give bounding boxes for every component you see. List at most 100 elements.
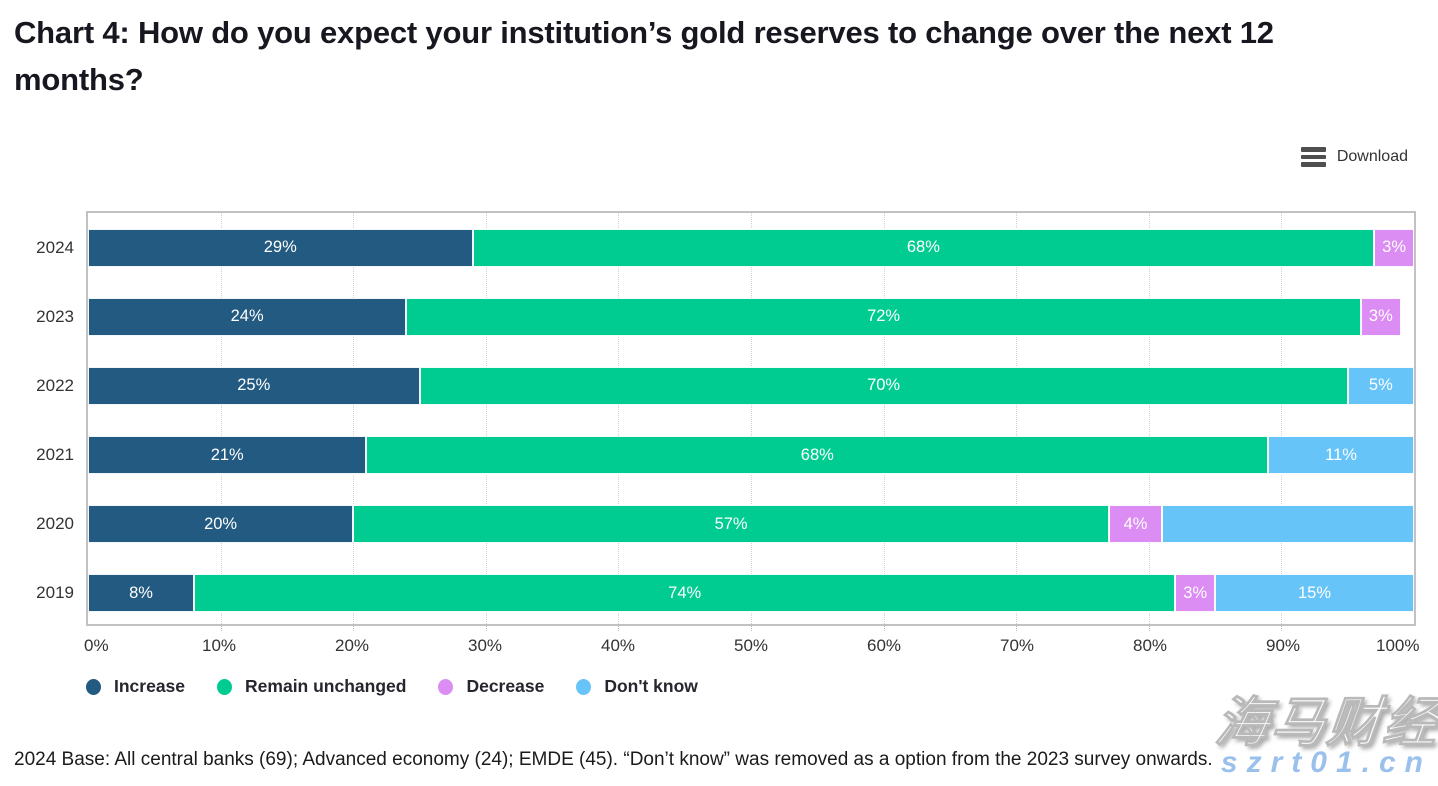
y-axis-label: 2024 [36,237,74,257]
x-axis-label: 70% [999,636,1035,655]
bar-segment-value: 11% [1325,445,1357,464]
y-axis-label: 2020 [36,514,74,534]
bar-segment-decrease[interactable]: 3% [1175,574,1216,613]
bar-segment-decrease[interactable]: 3% [1374,228,1414,267]
y-axis-label: 2022 [36,375,74,395]
axis-tick [618,624,620,631]
bar-segment-don-t-know[interactable]: 11% [1268,436,1414,475]
gridline [1148,213,1150,624]
chart-row-2023: 2023 24% 72% 3% [36,282,1414,351]
legend-item-don-t-know[interactable]: Don't know [576,676,698,697]
bar-segment-value: 5% [1368,376,1393,395]
chart-row-2020: 2020 20% 57% 4% [36,490,1414,559]
legend-marker-icon [576,678,592,695]
chart-row-2019: 2019 8% 74% 3% 15% [36,559,1414,628]
bar-segment-decrease[interactable]: 4% [1109,505,1163,544]
chart-row-2022: 2022 25% 70% 5% [36,351,1414,420]
legend-label: Increase [114,676,186,696]
bar-segment-value: 74% [668,583,702,602]
x-axis: 0% 10% 20% 30% 40% 50% 60% 70% 80% 90% 100% [84,630,1420,664]
y-axis-label: 2019 [36,583,74,603]
bar-segment-value: 24% [230,307,264,326]
stacked-bar: 20% 57% 4% [88,505,1414,544]
x-axis-label: 50% [733,636,769,655]
hamburger-menu-icon [1300,147,1326,167]
y-axis-label: 2023 [36,306,74,326]
bar-segment-remain-unchanged[interactable]: 74% [194,574,1176,613]
gridline [1016,213,1018,624]
bar-segment-remain-unchanged[interactable]: 72% [406,297,1361,336]
x-axis-label: 80% [1132,636,1168,655]
bar-segment-value: 72% [867,307,901,326]
bar-segment-remain-unchanged[interactable]: 68% [472,228,1375,267]
bar-segment-remain-unchanged[interactable]: 68% [366,436,1269,475]
legend-item-decrease[interactable]: Decrease [438,676,544,697]
legend-marker-icon [86,678,101,695]
x-axis-label: 60% [866,636,902,655]
chart-row-2024: 2024 29% 68% 3% [36,213,1414,282]
x-axis-label: 10% [201,636,237,655]
axis-tick [751,624,752,631]
bar-segment-decrease[interactable]: 3% [1360,297,1401,336]
bar-segment-increase[interactable]: 25% [88,366,420,405]
axis-tick [353,624,355,631]
stacked-bar: 8% 74% 3% 15% [88,574,1414,613]
bar-segment-remain-unchanged[interactable]: 70% [419,366,1348,405]
bar-segment-increase[interactable]: 21% [88,436,367,475]
bar-segment-value: 3% [1382,238,1407,257]
bar-segment-value: 70% [867,376,901,395]
legend-label: Decrease [466,676,545,696]
bar-segment-value: 21% [210,445,244,464]
bar-segment-value: 68% [800,445,834,464]
bar-segment-value: 20% [204,514,238,533]
bar-segment-don-t-know[interactable]: 15% [1215,574,1414,613]
legend-label: Don't know [604,676,698,696]
bar-segment-value: 25% [237,376,271,395]
chart-toolbar: Download [0,143,1438,171]
download-button[interactable]: Download [1300,147,1408,167]
x-axis-label: 40% [600,636,636,655]
bar-segment-value: 29% [263,238,297,257]
x-axis-label: 20% [334,636,370,655]
x-axis-label: 100% [1375,636,1420,655]
y-axis-label: 2021 [36,445,74,465]
axis-tick [220,624,222,631]
bar-segment-value: 3% [1183,583,1208,602]
gridline [883,213,885,624]
gridline [353,213,355,624]
x-axis-label: 30% [467,636,503,655]
chart-legend: Increase Remain unchanged Decrease Don't kn… [86,676,1438,697]
page-title: Chart 4: How do you expect your institut… [14,15,1274,97]
gridline [618,213,620,624]
axis-tick [1148,624,1150,631]
x-axis-label: 0% [84,636,109,655]
legend-item-increase[interactable]: Increase [86,676,185,697]
plot-area: 2024 29% 68% 3% 2023 24% 72% 3% 2022 25% 70% 5% 2021… [36,211,1416,631]
bar-segment-increase[interactable]: 24% [88,297,407,336]
bar-segment-increase[interactable]: 29% [88,228,473,267]
legend-item-remain-unchanged[interactable]: Remain unchanged [217,676,406,697]
bar-segment-increase[interactable]: 20% [88,505,354,544]
gridline [220,213,222,624]
stacked-bar: 25% 70% 5% [88,366,1414,405]
bar-segment-don-t-know[interactable] [1162,505,1414,544]
download-label: Download [1336,148,1408,165]
legend-marker-icon [438,678,454,695]
bar-segment-value: 68% [906,238,940,257]
x-axis-label: 90% [1265,636,1301,655]
stacked-bar: 24% 72% 3% [88,297,1414,336]
bar-segment-value: 57% [714,514,748,533]
bar-segment-don-t-know[interactable]: 5% [1347,366,1414,405]
axis-tick [485,624,487,631]
gridline [751,213,752,624]
chart-row-2021: 2021 21% 68% 11% [36,420,1414,489]
gridline [1281,213,1283,624]
bar-segment-value: 15% [1298,583,1332,602]
bar-segment-increase[interactable]: 8% [88,574,195,613]
bar-segment-remain-unchanged[interactable]: 57% [353,505,1109,544]
stacked-bar: 21% 68% 11% [88,436,1414,475]
axis-tick [1016,624,1018,631]
bar-segment-value: 3% [1368,307,1393,326]
footnote: 2024 Base: All central banks (69); Advan… [14,749,1213,770]
legend-marker-icon [217,678,233,695]
